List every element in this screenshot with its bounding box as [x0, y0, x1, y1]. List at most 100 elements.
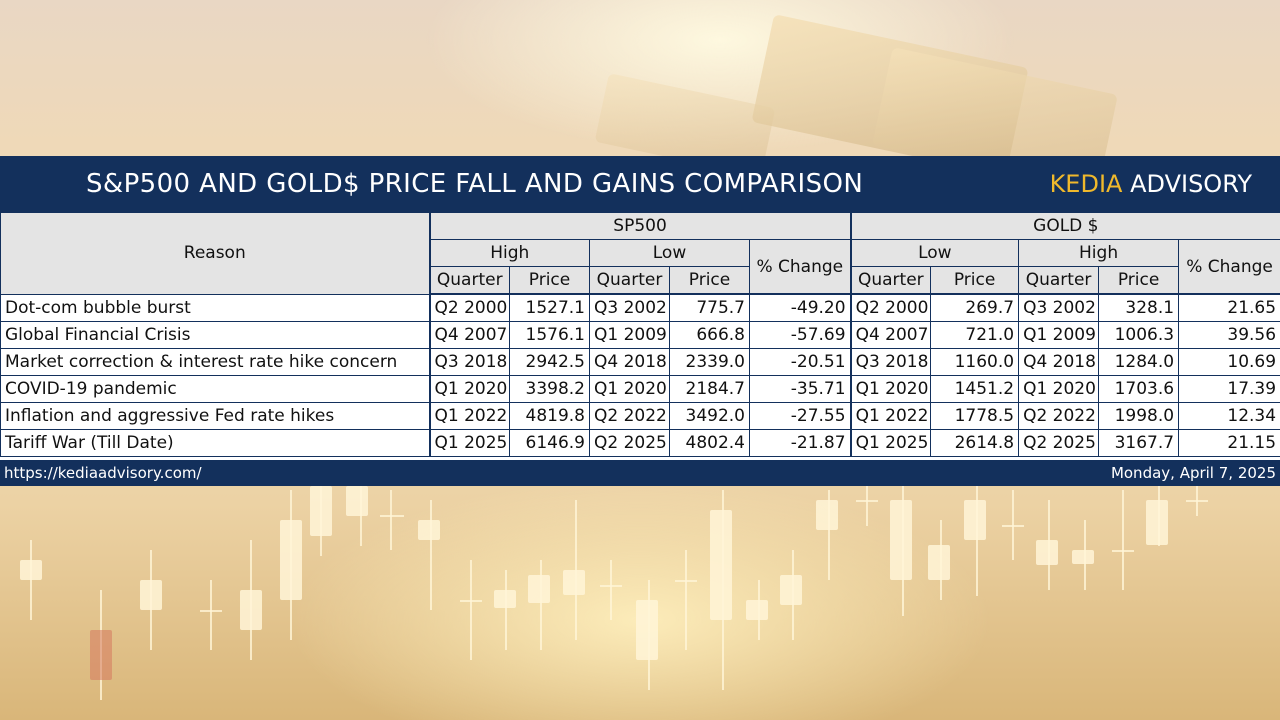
- header-gold: GOLD $: [850, 212, 1280, 240]
- table-row: Inflation and aggressive Fed rate hikes …: [0, 402, 1280, 430]
- cell-quarter: Q1 2020: [429, 375, 510, 403]
- cell-price: 3398.2: [509, 375, 590, 403]
- cell-pct-change: -49.20: [748, 293, 852, 322]
- cell-quarter: Q3 2018: [429, 348, 510, 376]
- header-gold-high: High: [1018, 239, 1180, 267]
- table-row: Market correction & interest rate hike c…: [0, 348, 1280, 376]
- cell-quarter: Q2 2000: [850, 293, 932, 322]
- cell-pct-change: -21.87: [748, 429, 852, 457]
- cell-price: 4802.4: [669, 429, 750, 457]
- brand-advisory: ADVISORY: [1130, 170, 1252, 198]
- cell-price: 6146.9: [509, 429, 590, 457]
- cell-pct-change: -20.51: [748, 348, 852, 376]
- cell-price: 721.0: [930, 321, 1020, 349]
- cell-price: 1576.1: [509, 321, 590, 349]
- cell-reason: Market correction & interest rate hike c…: [0, 348, 431, 376]
- cell-quarter: Q1 2022: [429, 402, 510, 430]
- cell-reason: COVID-19 pandemic: [0, 375, 431, 403]
- footer-bar: https://kediaadvisory.com/ Monday, April…: [0, 460, 1280, 486]
- header-sp-pct-change: % Change: [748, 239, 852, 295]
- cell-quarter: Q3 2018: [850, 348, 932, 376]
- cell-pct-change: -57.69: [748, 321, 852, 349]
- cell-pct-change: 17.39: [1178, 375, 1280, 403]
- gold-bar-shape: [751, 14, 1029, 176]
- header-gold-low: Low: [850, 239, 1020, 267]
- header-quarter: Quarter: [589, 266, 670, 295]
- cell-price: 775.7: [669, 293, 750, 322]
- cell-quarter: Q1 2020: [850, 375, 932, 403]
- cell-quarter: Q2 2022: [589, 402, 670, 430]
- cell-pct-change: 21.65: [1178, 293, 1280, 322]
- cell-pct-change: 10.69: [1178, 348, 1280, 376]
- cell-price: 1451.2: [930, 375, 1020, 403]
- cell-price: 1778.5: [930, 402, 1020, 430]
- cell-quarter: Q1 2020: [589, 375, 670, 403]
- header-price: Price: [669, 266, 750, 295]
- header-quarter: Quarter: [429, 266, 510, 295]
- cell-quarter: Q1 2020: [1018, 375, 1100, 403]
- cell-quarter: Q3 2002: [589, 293, 670, 322]
- cell-price: 328.1: [1098, 293, 1180, 322]
- cell-price: 1527.1: [509, 293, 590, 322]
- cell-quarter: Q1 2025: [850, 429, 932, 457]
- cell-price: 2942.5: [509, 348, 590, 376]
- cell-quarter: Q2 2000: [429, 293, 510, 322]
- brand-logo: KEDIA ADVISORY: [1050, 170, 1252, 198]
- cell-price: 1703.6: [1098, 375, 1180, 403]
- cell-quarter: Q1 2009: [589, 321, 670, 349]
- cell-quarter: Q4 2007: [429, 321, 510, 349]
- cell-price: 3167.7: [1098, 429, 1180, 457]
- cell-price: 4819.8: [509, 402, 590, 430]
- cell-price: 666.8: [669, 321, 750, 349]
- cell-pct-change: -27.55: [748, 402, 852, 430]
- date-label: Monday, April 7, 2025: [1110, 464, 1276, 482]
- cell-price: 3492.0: [669, 402, 750, 430]
- cell-quarter: Q2 2025: [1018, 429, 1100, 457]
- table-row: COVID-19 pandemic Q1 2020 3398.2 Q1 2020…: [0, 375, 1280, 403]
- cell-reason: Tariff War (Till Date): [0, 429, 431, 457]
- cell-reason: Inflation and aggressive Fed rate hikes: [0, 402, 431, 430]
- cell-reason: Global Financial Crisis: [0, 321, 431, 349]
- website-link[interactable]: https://kediaadvisory.com/: [4, 464, 202, 482]
- header-price: Price: [509, 266, 590, 295]
- comparison-panel: S&P500 AND GOLD$ PRICE FALL AND GAINS CO…: [0, 156, 1280, 486]
- comparison-table: Reason SP500 GOLD $ High Low % Change Lo…: [0, 212, 1280, 457]
- table-row: Tariff War (Till Date) Q1 2025 6146.9 Q2…: [0, 429, 1280, 457]
- header-price: Price: [1098, 266, 1180, 295]
- cell-quarter: Q1 2009: [1018, 321, 1100, 349]
- cell-price: 1006.3: [1098, 321, 1180, 349]
- cell-quarter: Q2 2022: [1018, 402, 1100, 430]
- cell-quarter: Q1 2022: [850, 402, 932, 430]
- brand-kedia: KEDIA: [1049, 170, 1123, 198]
- table-row: Global Financial Crisis Q4 2007 1576.1 Q…: [0, 321, 1280, 349]
- cell-price: 1998.0: [1098, 402, 1180, 430]
- cell-quarter: Q2 2025: [589, 429, 670, 457]
- cell-quarter: Q1 2025: [429, 429, 510, 457]
- cell-pct-change: 21.15: [1178, 429, 1280, 457]
- title-bar: S&P500 AND GOLD$ PRICE FALL AND GAINS CO…: [0, 156, 1280, 212]
- cell-quarter: Q4 2018: [589, 348, 670, 376]
- table-row: Dot-com bubble burst Q2 2000 1527.1 Q3 2…: [0, 293, 1280, 322]
- cell-quarter: Q4 2007: [850, 321, 932, 349]
- page-title: S&P500 AND GOLD$ PRICE FALL AND GAINS CO…: [86, 169, 864, 199]
- cell-pct-change: 12.34: [1178, 402, 1280, 430]
- cell-quarter: Q3 2002: [1018, 293, 1100, 322]
- header-sp-high: High: [429, 239, 590, 267]
- cell-pct-change: -35.71: [748, 375, 852, 403]
- cell-price: 1284.0: [1098, 348, 1180, 376]
- header-reason: Reason: [0, 212, 431, 295]
- cell-pct-change: 39.56: [1178, 321, 1280, 349]
- cell-quarter: Q4 2018: [1018, 348, 1100, 376]
- cell-price: 2339.0: [669, 348, 750, 376]
- cell-price: 1160.0: [930, 348, 1020, 376]
- header-sp500: SP500: [428, 212, 852, 240]
- header-sp-low: Low: [589, 239, 750, 267]
- header-gold-pct-change: % Change: [1178, 239, 1280, 295]
- cell-price: 2184.7: [669, 375, 750, 403]
- header-quarter: Quarter: [850, 266, 932, 295]
- cell-price: 269.7: [930, 293, 1020, 322]
- cell-reason: Dot-com bubble burst: [0, 293, 431, 322]
- header-price: Price: [930, 266, 1020, 295]
- header-quarter: Quarter: [1018, 266, 1100, 295]
- cell-price: 2614.8: [930, 429, 1020, 457]
